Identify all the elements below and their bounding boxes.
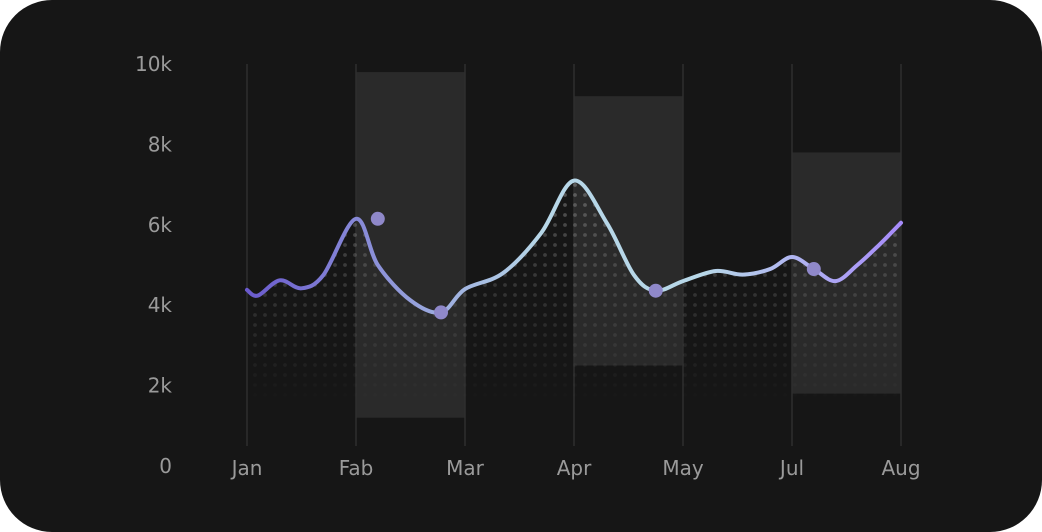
y-tick-label: 2k bbox=[148, 374, 173, 398]
data-point-marker-3 bbox=[648, 283, 663, 298]
x-tick-label: Jul bbox=[778, 456, 804, 480]
x-tick-label: Fab bbox=[339, 456, 374, 480]
x-tick-label: May bbox=[662, 456, 704, 480]
data-point-marker-2 bbox=[434, 305, 449, 320]
x-tick-label: Mar bbox=[446, 456, 485, 480]
series-dotted-area bbox=[247, 180, 901, 404]
data-point-marker-4 bbox=[806, 262, 821, 277]
x-tick-label: Jan bbox=[230, 456, 263, 480]
x-tick-label: Apr bbox=[557, 456, 592, 480]
y-tick-label: 4k bbox=[148, 293, 173, 317]
y-tick-label: 0 bbox=[159, 454, 172, 478]
y-tick-label: 10k bbox=[135, 52, 172, 76]
x-tick-label: Aug bbox=[881, 456, 920, 480]
data-point-marker-1 bbox=[370, 211, 385, 226]
y-tick-label: 8k bbox=[148, 132, 173, 156]
y-tick-label: 6k bbox=[148, 213, 173, 237]
